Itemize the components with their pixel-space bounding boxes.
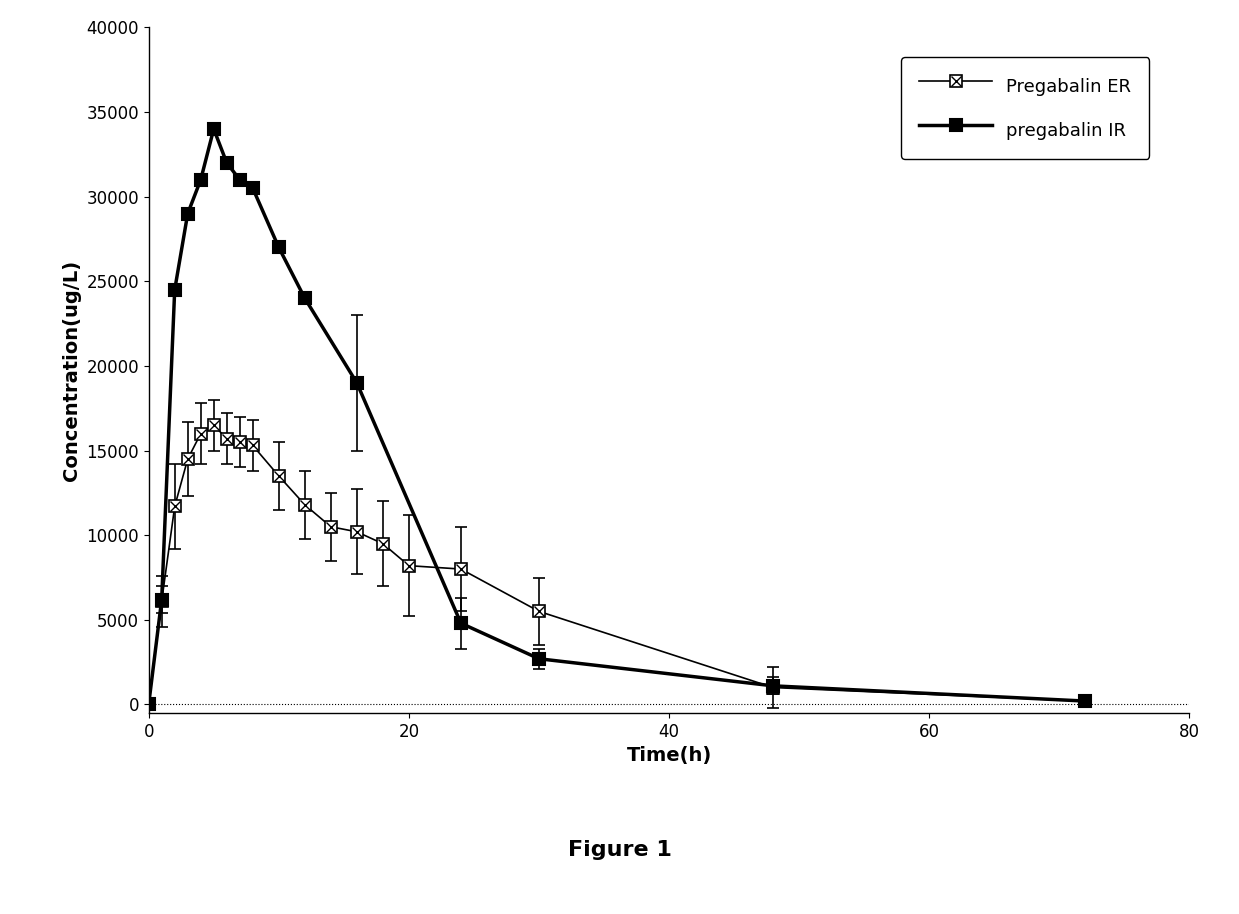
Legend: Pregabalin ER, pregabalin IR: Pregabalin ER, pregabalin IR — [902, 57, 1150, 159]
Y-axis label: Concentration(ug/L): Concentration(ug/L) — [62, 260, 81, 481]
Text: Figure 1: Figure 1 — [567, 840, 672, 860]
X-axis label: Time(h): Time(h) — [627, 746, 711, 765]
